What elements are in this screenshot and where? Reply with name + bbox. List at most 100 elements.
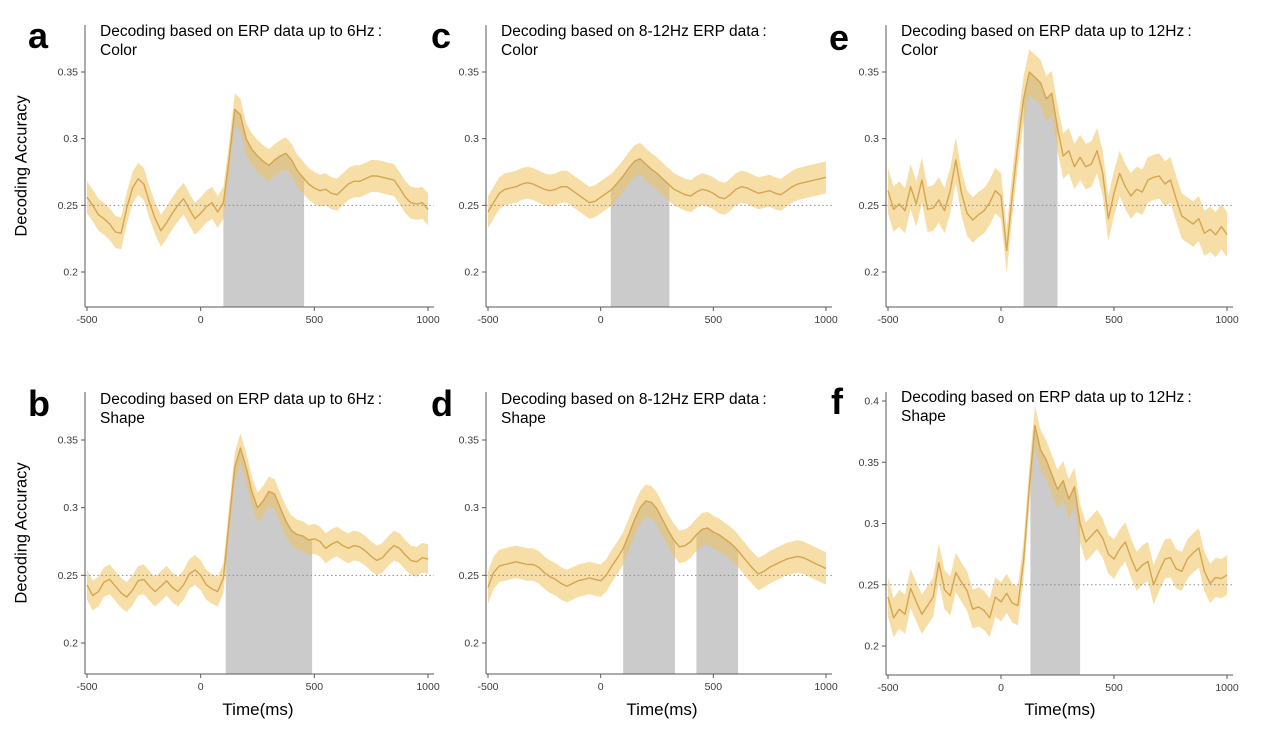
panel-e-title-line1: Decoding based on ERP data up to 12Hz : xyxy=(901,23,1192,40)
x-tick-label: 0 xyxy=(598,314,604,326)
panel-c-title: Decoding based on 8-12Hz ERP data : Colo… xyxy=(501,22,767,60)
panel-b-title: Decoding based on ERP data up to 6Hz : S… xyxy=(100,390,382,428)
x-tick-label: 0 xyxy=(198,314,204,326)
x-tick-label: -500 xyxy=(76,314,97,326)
panel-a-letter: a xyxy=(28,15,49,56)
panel-d-title-line2: Shape xyxy=(501,410,546,427)
panel-e-letter: e xyxy=(829,17,850,58)
x-tick-label: 500 xyxy=(306,314,324,326)
panel-e-title-line2: Color xyxy=(901,42,939,59)
y-tick-label: 0.3 xyxy=(464,133,479,145)
error-band xyxy=(87,93,428,250)
significance-region xyxy=(223,109,305,307)
y-tick-label: 0.2 xyxy=(864,267,879,279)
y-tick-label: 0.3 xyxy=(63,133,78,145)
y-tick-label: 0.4 xyxy=(864,396,879,408)
y-tick-label: 0.25 xyxy=(859,579,880,591)
plot-panel-e: -500 0 500 1000 0.2 0.25 0.3 0.35 xyxy=(859,25,1239,326)
error-band xyxy=(488,484,826,604)
panel-a-title: Decoding based on ERP data up to 6Hz : C… xyxy=(100,22,382,60)
plot-panel-b: -500 0 500 1000 0.2 0.25 0.3 0.35 xyxy=(58,392,440,693)
y-tick-label: 0.25 xyxy=(859,200,880,212)
x-tick-label: 1000 xyxy=(814,681,838,693)
y-tick-label: 0.3 xyxy=(63,502,78,514)
panel-d-title-line1: Decoding based on 8-12Hz ERP data : xyxy=(501,391,767,408)
x-axis-label-b: Time(ms) xyxy=(222,700,294,719)
y-tick-label: 0.2 xyxy=(464,267,479,279)
y-tick-label: 0.2 xyxy=(63,267,78,279)
panel-d-letter: d xyxy=(431,383,453,424)
mean-accuracy-line xyxy=(487,157,827,213)
x-tick-label: 1000 xyxy=(416,681,440,693)
panel-b-title-line1: Decoding based on ERP data up to 6Hz : xyxy=(100,391,383,408)
x-tick-label: 500 xyxy=(705,314,723,326)
significance-region xyxy=(225,448,313,674)
x-tick-label: 1000 xyxy=(1215,314,1239,326)
significance-region xyxy=(1030,425,1081,675)
y-tick-label: 0.35 xyxy=(859,67,880,79)
mean-accuracy-line xyxy=(887,71,1228,252)
y-tick-label: 0.35 xyxy=(459,67,480,79)
y-tick-label: 0.35 xyxy=(859,457,880,469)
x-tick-label: 500 xyxy=(705,681,723,693)
plot-panel-a: -500 0 500 1000 0.2 0.25 0.3 0.35 xyxy=(58,25,440,326)
y-tick-label: 0.25 xyxy=(58,200,79,212)
mean-accuracy-line xyxy=(86,108,429,235)
y-tick-label: 0.35 xyxy=(58,67,79,79)
x-tick-label: 500 xyxy=(1105,314,1123,326)
plot-panel-d: -500 0 500 1000 0.2 0.25 0.3 0.35 xyxy=(459,392,838,693)
x-tick-label: 0 xyxy=(598,681,604,693)
panel-d-title: Decoding based on 8-12Hz ERP data : Shap… xyxy=(501,390,767,428)
y-tick-label: 0.2 xyxy=(464,638,479,650)
error-band xyxy=(488,142,826,228)
panel-c-title-line1: Decoding based on 8-12Hz ERP data : xyxy=(501,23,767,40)
y-tick-label: 0.2 xyxy=(63,638,78,650)
panel-b-letter: b xyxy=(28,383,50,424)
plot-panel-f: -500 0 500 1000 0.2 0.25 0.3 0.35 0.4 xyxy=(859,392,1239,694)
panel-f-letter: f xyxy=(831,381,843,422)
x-tick-label: -500 xyxy=(877,314,898,326)
y-tick-label: 0.25 xyxy=(459,200,480,212)
x-axis-label-f: Time(ms) xyxy=(1024,700,1096,719)
x-tick-label: -500 xyxy=(477,314,498,326)
significance-region xyxy=(696,528,739,674)
x-tick-label: 0 xyxy=(998,314,1004,326)
y-tick-label: 0.35 xyxy=(459,435,480,447)
y-tick-label: 0.25 xyxy=(459,570,480,582)
x-tick-label: 0 xyxy=(998,682,1004,694)
y-tick-label: 0.2 xyxy=(864,641,879,653)
panel-f-title: Decoding based on ERP data up to 12Hz : … xyxy=(901,388,1192,426)
panel-c-title-line2: Color xyxy=(501,42,539,59)
panel-b-title-line2: Shape xyxy=(100,410,145,427)
panel-a-title-line2: Color xyxy=(100,42,138,59)
y-tick-label: 0.3 xyxy=(464,502,479,514)
x-tick-label: 500 xyxy=(306,681,324,693)
y-tick-label: 0.3 xyxy=(864,133,879,145)
mean-accuracy-line xyxy=(487,500,827,588)
panel-e-title: Decoding based on ERP data up to 12Hz : … xyxy=(901,22,1192,60)
significance-region xyxy=(1023,72,1058,307)
x-tick-label: 500 xyxy=(1105,682,1123,694)
x-tick-label: -500 xyxy=(877,682,898,694)
error-band xyxy=(888,49,1227,274)
significance-region xyxy=(623,500,675,674)
y-tick-label: 0.35 xyxy=(58,435,79,447)
panel-a-title-line1: Decoding based on ERP data up to 6Hz : xyxy=(100,23,383,40)
mean-accuracy-line xyxy=(86,447,429,598)
x-tick-label: -500 xyxy=(76,681,97,693)
x-tick-label: 0 xyxy=(198,681,204,693)
x-tick-label: 1000 xyxy=(814,314,838,326)
x-tick-label: -500 xyxy=(477,681,498,693)
significance-region xyxy=(610,158,670,307)
panel-f-title-line1: Decoding based on ERP data up to 12Hz : xyxy=(901,389,1192,406)
y-tick-label: 0.25 xyxy=(58,570,79,582)
panel-c-letter: c xyxy=(431,15,452,56)
error-band xyxy=(87,433,428,612)
x-axis-label-d: Time(ms) xyxy=(626,700,698,719)
x-tick-label: 1000 xyxy=(1215,682,1239,694)
plot-panel-c: -500 0 500 1000 0.2 0.25 0.3 0.35 xyxy=(459,25,838,326)
panel-f-title-line2: Shape xyxy=(901,408,946,425)
x-tick-label: 1000 xyxy=(416,314,440,326)
error-band xyxy=(888,405,1227,638)
